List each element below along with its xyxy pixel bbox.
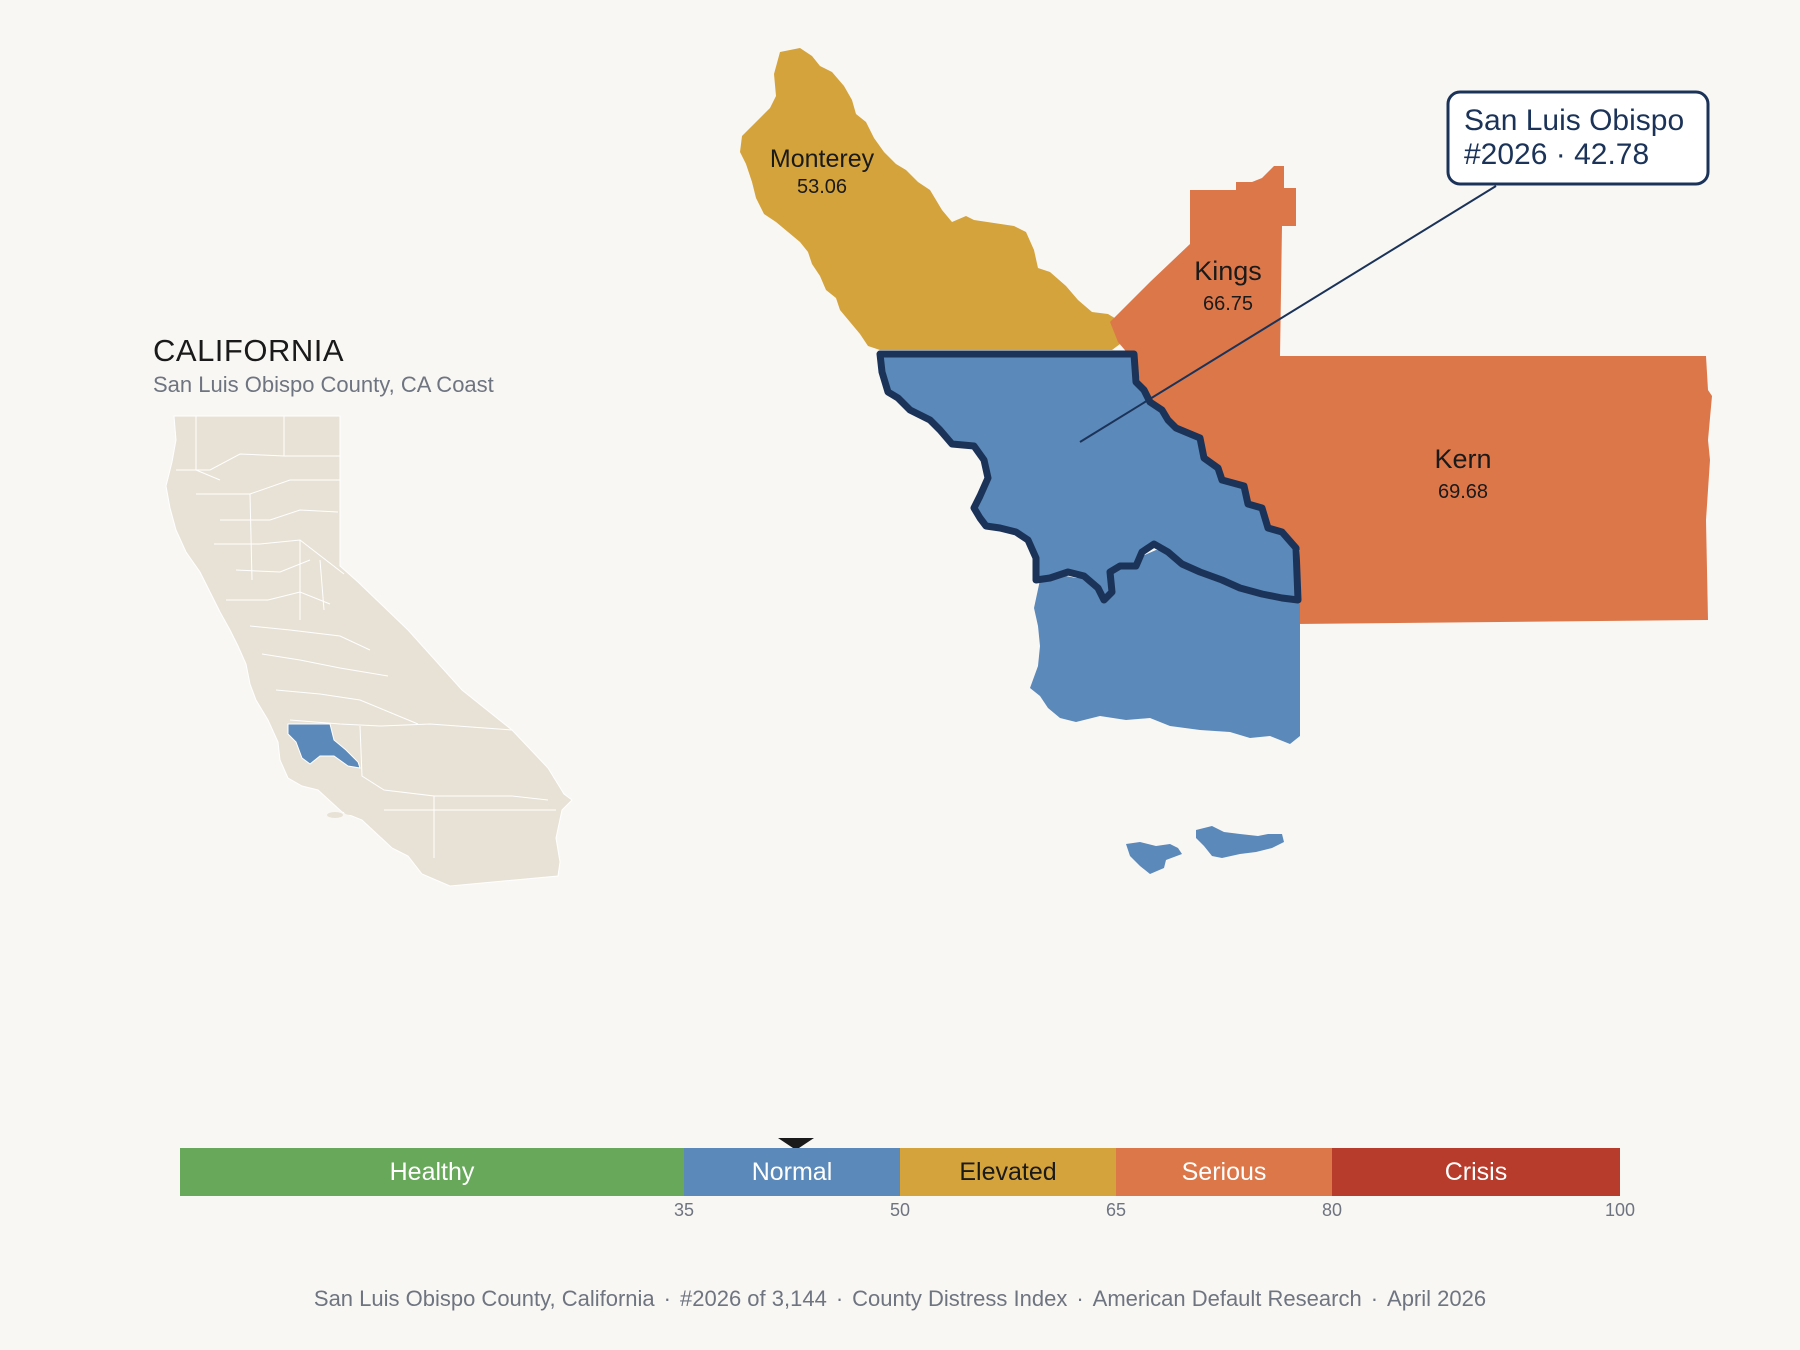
footer-date: April 2026 <box>1387 1286 1487 1311</box>
label-kern-value: 69.68 <box>1438 481 1488 503</box>
callout: San Luis Obispo #2026 · 42.78 <box>1079 90 1710 443</box>
county-kern[interactable] <box>1136 356 1712 624</box>
callout-county-name: San Luis Obispo <box>1464 104 1684 137</box>
callout-leader-line <box>1079 185 1497 443</box>
callout-rank-score: #2026 · 42.78 <box>1464 138 1649 171</box>
county-kings[interactable] <box>1110 166 1296 356</box>
scale-tick-100: 100 <box>1604 1200 1636 1220</box>
county-labels: Monterey 53.06 Kings 66.75 Kern 69.68 <box>770 145 1492 503</box>
county-monterey[interactable] <box>740 48 1124 350</box>
scale-segment-serious: Serious <box>1116 1148 1332 1196</box>
channel-islands[interactable] <box>1126 826 1284 874</box>
san-luis-obispo-inset-highlight <box>287 723 361 769</box>
footer-organization: American Default Research <box>1092 1286 1362 1311</box>
scale-tick-80: 80 <box>1321 1200 1343 1220</box>
inset-state-title: CALIFORNIA <box>153 333 345 368</box>
footer-separator: · <box>1076 1286 1084 1311</box>
footer-county: San Luis Obispo County, California <box>313 1286 655 1311</box>
scale-segment-crisis: Crisis <box>1332 1148 1620 1196</box>
county-santa-barbara[interactable] <box>1030 550 1300 744</box>
scale-tick-65: 65 <box>1105 1200 1127 1220</box>
label-kings-name: Kings <box>1194 256 1262 286</box>
label-kern-name: Kern <box>1434 444 1491 474</box>
main-map <box>740 48 1712 874</box>
callout-box <box>1446 90 1710 186</box>
footer-rank: #2026 of 3,144 <box>680 1286 827 1311</box>
footer-index-name: County Distress Index <box>852 1286 1068 1311</box>
current-value-marker <box>778 1138 815 1150</box>
footer-separator: · <box>1370 1286 1379 1311</box>
footer-separator: · <box>663 1286 671 1311</box>
scale-segment-elevated: Elevated <box>900 1148 1116 1196</box>
california-inset-map <box>165 415 573 887</box>
label-monterey-value: 53.06 <box>797 176 847 198</box>
scale-tick-35: 35 <box>673 1200 695 1220</box>
channel-islands-inset <box>327 809 407 848</box>
scale-segment-healthy: Healthy <box>180 1148 684 1196</box>
scale-tick-50: 50 <box>889 1200 911 1220</box>
california-county-borders <box>176 416 556 858</box>
label-kings-value: 66.75 <box>1203 293 1253 315</box>
county-san-luis-obispo[interactable] <box>876 350 1302 604</box>
footer-separator: · <box>835 1286 844 1311</box>
inset-subtitle: San Luis Obispo County, CA Coast <box>153 372 494 397</box>
category-scale-bar: Healthy Normal Elevated Serious Crisis <box>180 1148 1620 1196</box>
footer-credits: San Luis Obispo County, California · #2026… <box>0 1286 1800 1312</box>
scale-segment-normal: Normal <box>684 1148 900 1196</box>
label-monterey-name: Monterey <box>770 145 875 173</box>
california-state-shape <box>165 415 573 887</box>
